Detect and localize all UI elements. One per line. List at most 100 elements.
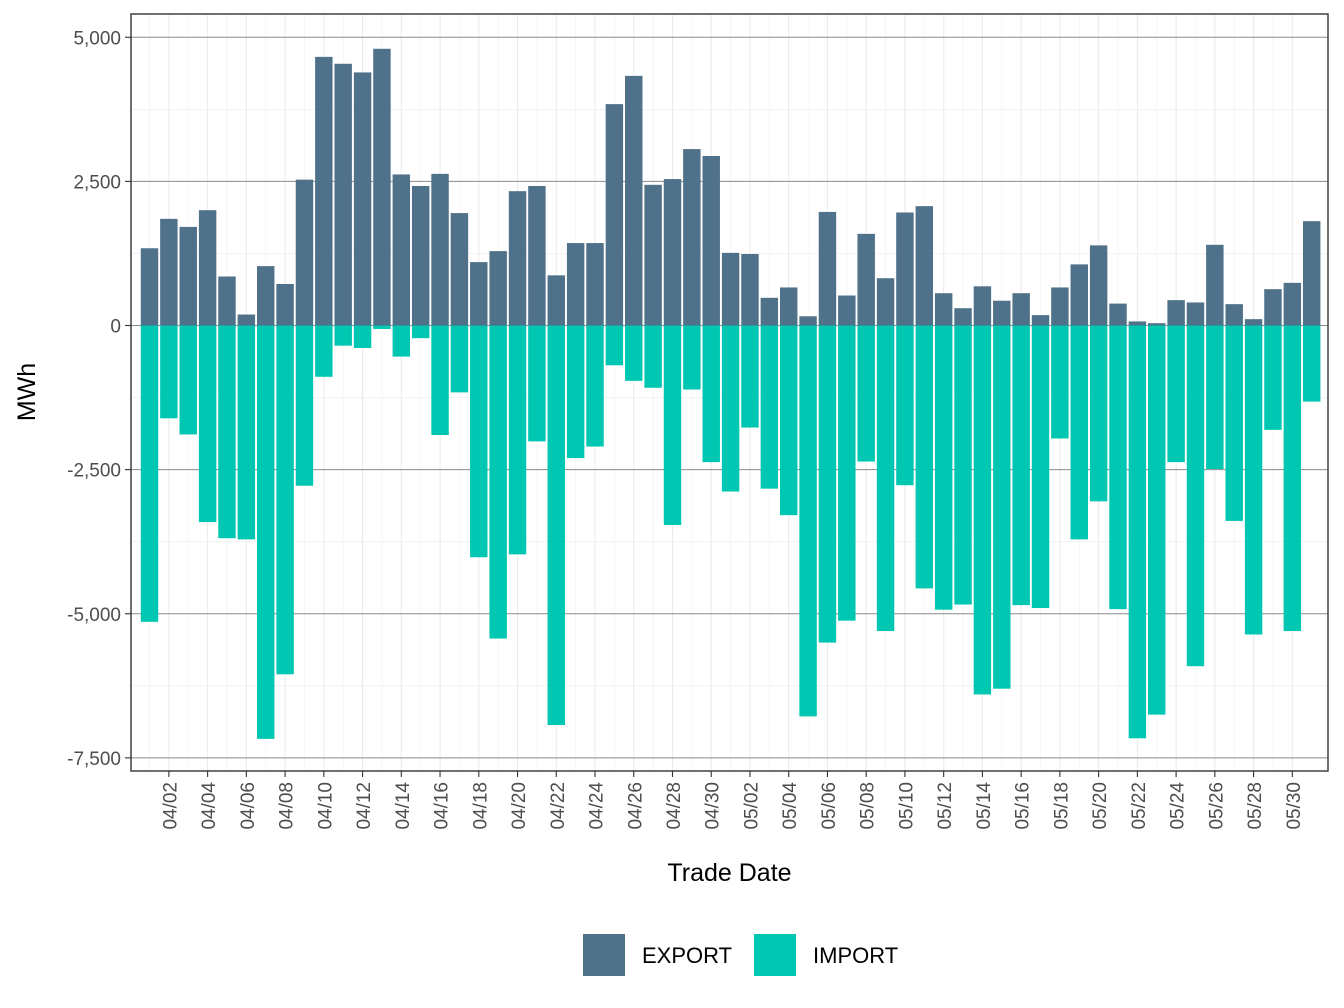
bar-export-04-06 (237, 314, 256, 326)
bar-export-04-09 (295, 179, 314, 326)
bar-import-04-08 (276, 325, 294, 675)
y-axis: 5,000 2,500 0 -2,500 -5,000 -7,500 (67, 28, 131, 770)
bar-export-04-27 (644, 184, 662, 326)
x-tick-label: 04/04 (199, 782, 220, 830)
bar-import-04-20 (508, 325, 527, 555)
bar-import-04-24 (586, 325, 604, 447)
bar-import-05-25 (1186, 325, 1205, 667)
bar-export-05-06 (818, 211, 837, 326)
bar-export-05-05 (799, 316, 817, 326)
bar-export-04-24 (586, 243, 604, 326)
bar-import-05-22 (1128, 325, 1147, 739)
bar-export-04-03 (179, 226, 197, 326)
x-tick-label: 04/18 (470, 782, 491, 830)
x-axis-title: Trade Date (667, 859, 791, 887)
x-tick-label: 05/06 (819, 782, 840, 830)
bar-import-04-15 (411, 325, 430, 339)
bar-import-05-10 (896, 325, 914, 486)
x-tick-label: 04/12 (354, 782, 375, 830)
bar-import-05-02 (741, 325, 759, 428)
bar-export-05-22 (1128, 321, 1147, 326)
legend-label-import: IMPORT (813, 943, 898, 968)
y-tick-label: -2,500 (67, 461, 121, 482)
x-tick-label: 05/20 (1090, 782, 1111, 830)
bar-export-05-03 (760, 297, 779, 326)
legend-key-import (754, 934, 796, 976)
bar-import-04-11 (334, 325, 352, 346)
bar-import-04-28 (663, 325, 682, 525)
bar-export-05-29 (1264, 289, 1282, 326)
bar-import-05-06 (818, 325, 837, 643)
bar-import-05-13 (954, 325, 972, 605)
bar-import-04-14 (392, 325, 411, 357)
plot-border (130, 13, 1329, 772)
x-tick-label: 04/20 (509, 782, 530, 830)
bar-import-05-04 (779, 325, 798, 516)
bar-import-05-08 (857, 325, 875, 462)
bar-export-05-12 (934, 293, 953, 326)
bar-export-05-09 (876, 278, 895, 326)
y-axis-title: MWh (13, 363, 41, 421)
x-tick-label: 05/12 (935, 782, 956, 830)
x-tick-label: 05/26 (1206, 782, 1227, 830)
bar-export-05-24 (1167, 300, 1185, 326)
bar-import-05-17 (1031, 325, 1050, 608)
bar-import-05-28 (1244, 325, 1263, 635)
bar-import-04-25 (605, 325, 624, 366)
bar-export-04-29 (683, 149, 701, 326)
bar-import-04-05 (218, 325, 236, 539)
bar-import-05-27 (1225, 325, 1243, 521)
bar-export-04-17 (450, 213, 469, 326)
bar-import-04-12 (353, 325, 372, 348)
bar-export-04-23 (566, 243, 585, 326)
bar-export-05-16 (1012, 293, 1030, 326)
bar-export-04-22 (547, 275, 565, 326)
bar-export-04-19 (489, 251, 507, 326)
x-tick-label: 04/30 (703, 782, 724, 830)
bar-export-05-17 (1031, 315, 1050, 326)
bar-import-04-17 (450, 325, 469, 393)
x-tick-label: 05/08 (858, 782, 879, 830)
bar-import-05-07 (838, 325, 856, 621)
x-tick-label: 04/28 (664, 782, 685, 830)
bar-export-05-27 (1225, 304, 1243, 326)
bar-import-04-04 (198, 325, 217, 523)
bar-export-04-10 (315, 56, 333, 326)
bar-export-05-25 (1186, 302, 1205, 326)
bar-export-05-18 (1051, 287, 1069, 326)
bar-import-04-01 (140, 325, 159, 622)
bar-import-05-20 (1089, 325, 1108, 502)
bar-export-05-13 (954, 308, 972, 326)
legend-key-export (583, 934, 625, 976)
bar-import-05-18 (1051, 325, 1069, 439)
bar-import-05-16 (1012, 325, 1030, 606)
x-tick-label: 05/28 (1245, 782, 1266, 830)
x-axis: 04/02 04/04 04/06 04/08 04/10 04/12 04/14 04/16… (160, 771, 1305, 830)
bar-export-05-15 (993, 300, 1011, 326)
y-tick-label: 0 (110, 317, 121, 338)
bar-import-05-29 (1264, 325, 1282, 430)
bar-export-04-13 (373, 48, 391, 326)
y-tick-label: 5,000 (73, 28, 121, 49)
x-tick-label: 05/14 (974, 782, 995, 830)
bar-export-04-20 (508, 191, 527, 326)
bar-export-05-07 (838, 295, 856, 326)
bar-import-04-30 (702, 325, 720, 463)
bar-import-04-26 (625, 325, 643, 381)
x-tick-label: 05/02 (741, 782, 762, 830)
x-tick-label: 04/02 (160, 782, 181, 830)
bar-import-05-19 (1070, 325, 1088, 540)
bar-export-05-31 (1302, 221, 1321, 326)
bar-import-04-13 (373, 325, 391, 329)
x-tick-label: 04/10 (315, 782, 336, 830)
bar-import-04-16 (431, 325, 449, 436)
x-tick-label: 05/16 (1013, 782, 1034, 830)
x-tick-label: 05/10 (896, 782, 917, 830)
bar-export-04-11 (334, 63, 352, 326)
bar-export-04-04 (198, 210, 217, 326)
bar-import-05-05 (799, 325, 817, 717)
bar-import-04-23 (566, 325, 585, 459)
y-tick-label: 2,500 (73, 172, 121, 193)
bar-export-04-18 (470, 262, 488, 326)
x-tick-label: 05/24 (1168, 782, 1189, 830)
